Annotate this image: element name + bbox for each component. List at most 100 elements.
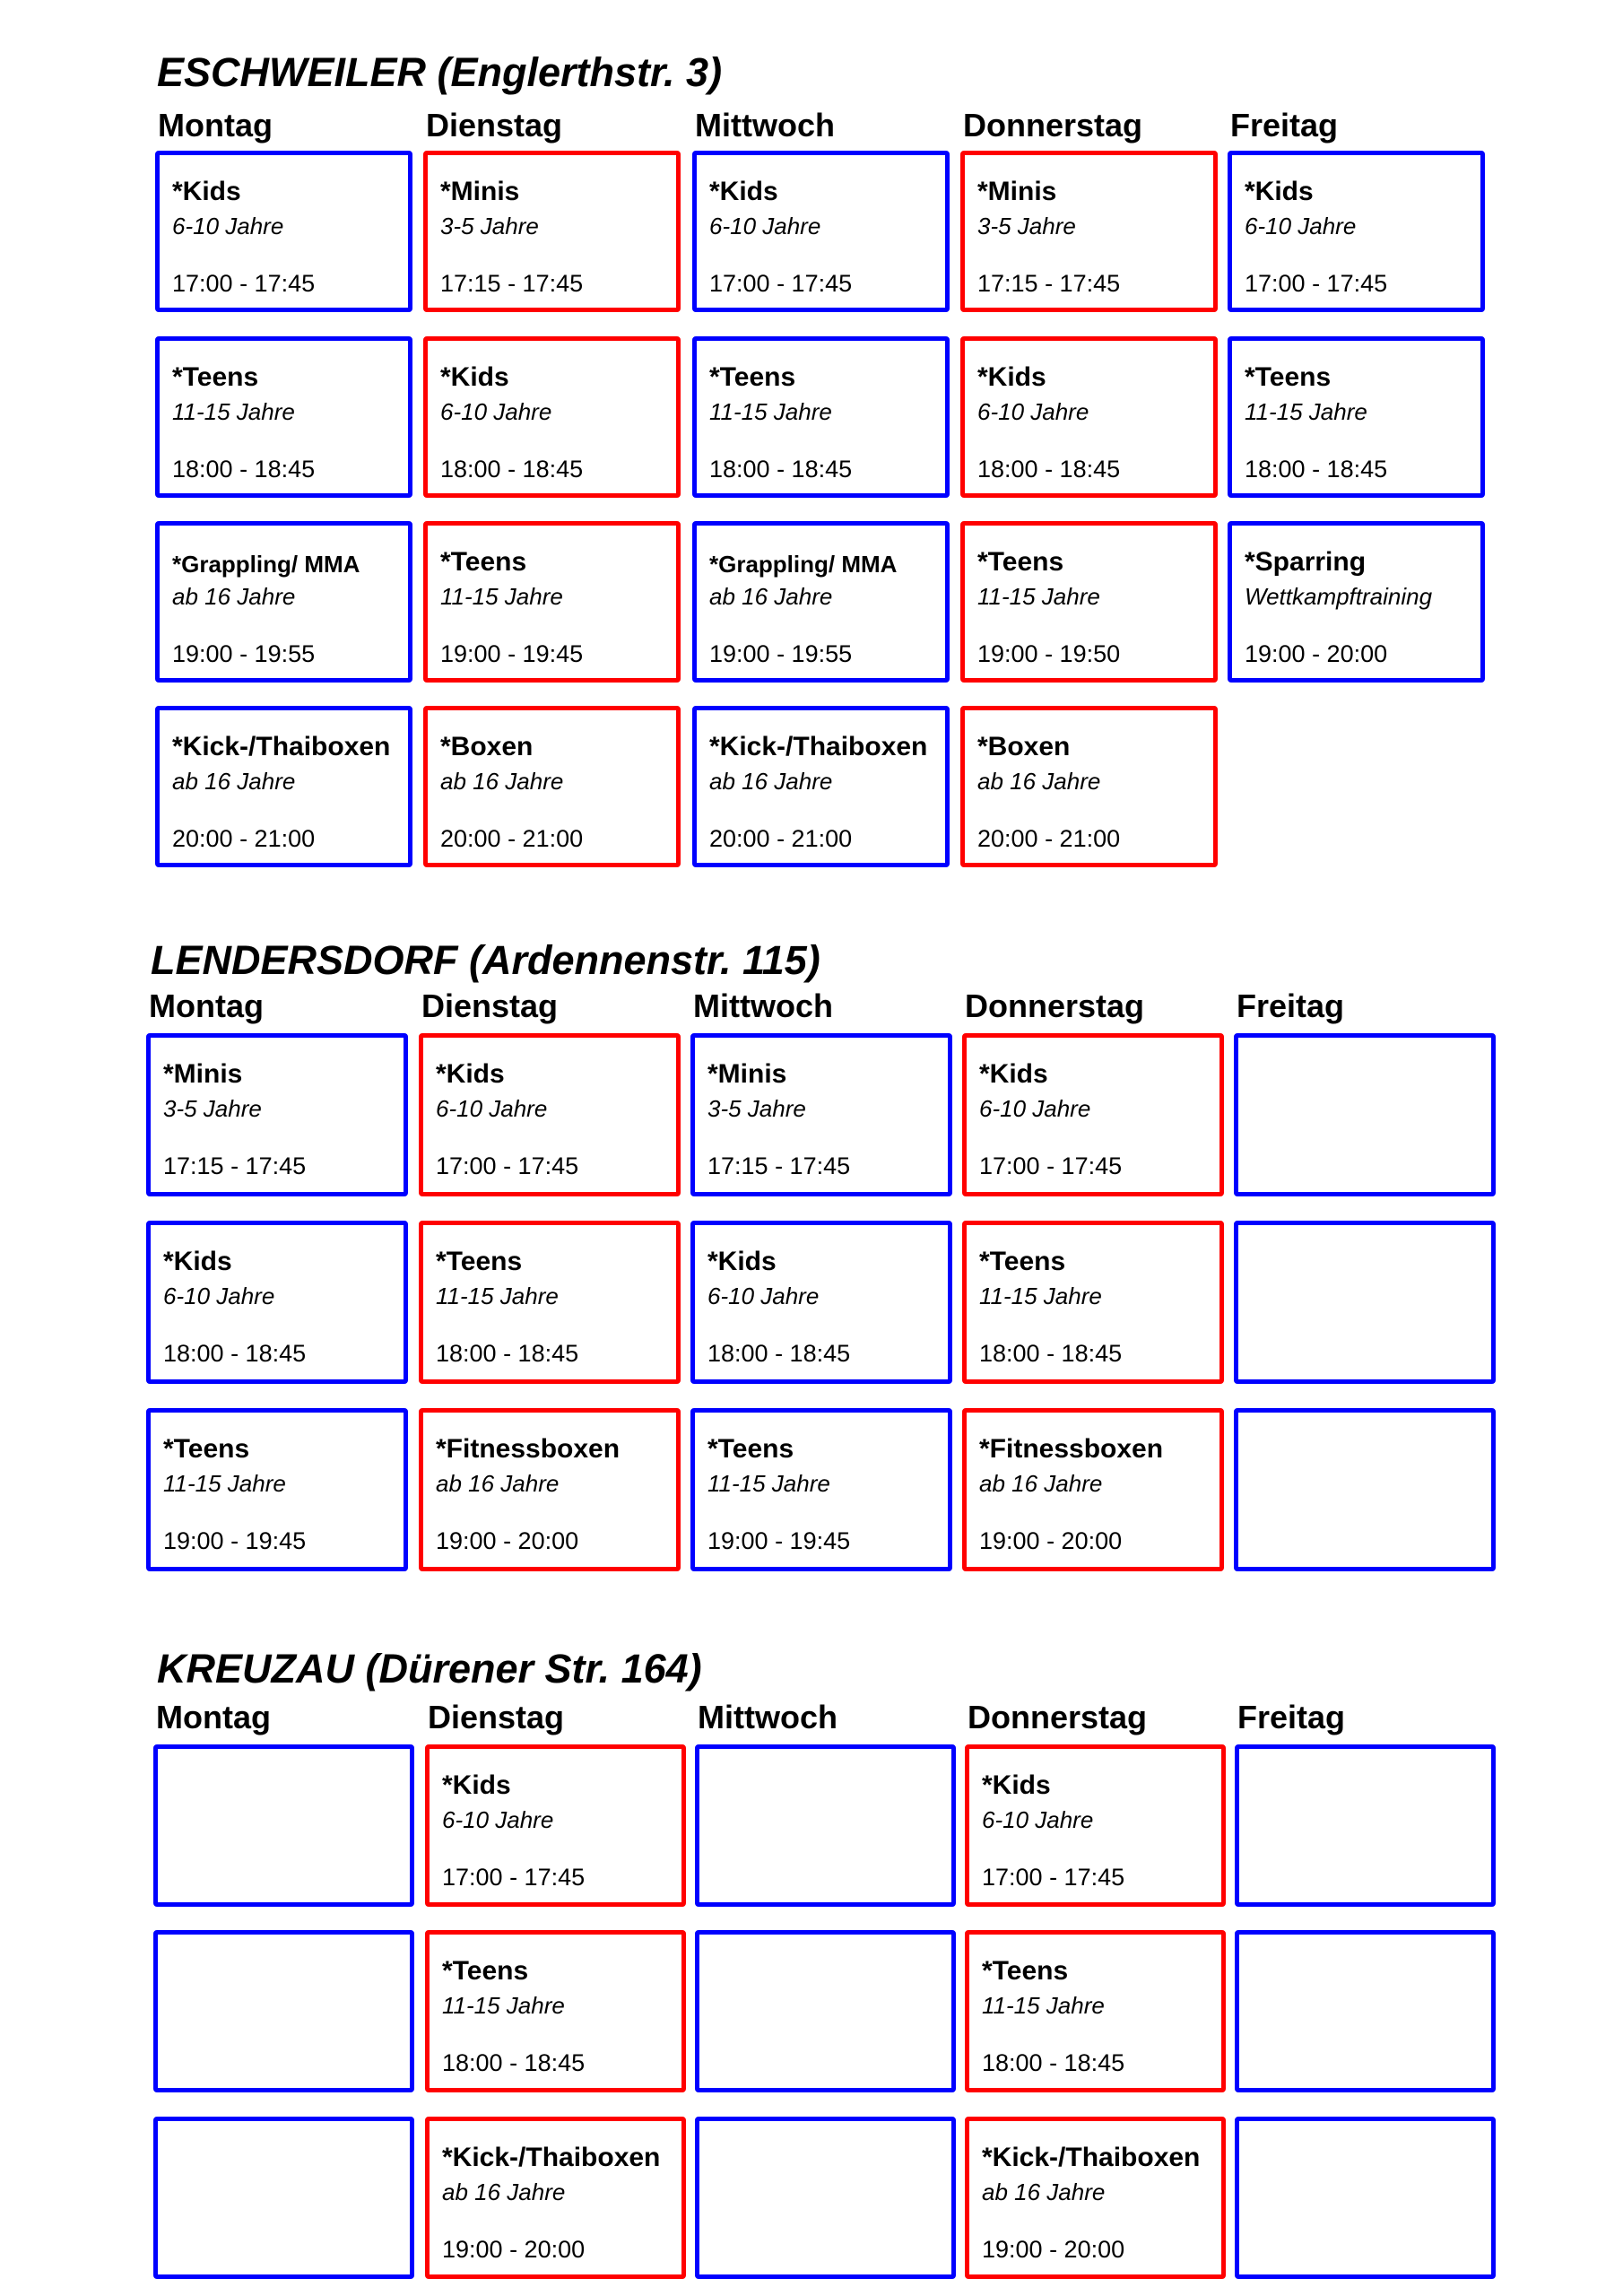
class-age: 6-10 Jahre [1245, 213, 1357, 239]
class-name: *Minis [440, 177, 520, 206]
class-slot: *Kids 6-10 Jahre 18:00 - 18:45 [960, 336, 1218, 498]
class-age: 3-5 Jahre [977, 213, 1076, 239]
class-time: 18:00 - 18:45 [982, 2049, 1125, 2076]
class-slot: *Teens 11-15 Jahre 18:00 - 18:45 [965, 1930, 1226, 2092]
class-slot: *Sparring Wettkampftraining 19:00 - 20:00 [1228, 521, 1485, 683]
class-time: 17:15 - 17:45 [440, 270, 584, 297]
class-age: 6-10 Jahre [707, 1283, 820, 1309]
class-age: 11-15 Jahre [979, 1283, 1102, 1309]
class-name: *Kids [440, 362, 509, 392]
class-slot: *Teens 11-15 Jahre 18:00 - 18:45 [692, 336, 950, 498]
class-time: 17:00 - 17:45 [979, 1152, 1123, 1179]
class-slot: *Kids 6-10 Jahre 18:00 - 18:45 [423, 336, 681, 498]
class-name: *Teens [979, 1247, 1066, 1276]
class-name: *Kick-/Thaiboxen [442, 2143, 661, 2172]
class-age: 11-15 Jahre [442, 1992, 565, 2019]
day-header: Montag [158, 107, 273, 144]
class-name: *Kids [982, 1770, 1051, 1800]
class-time: 18:00 - 18:45 [436, 1340, 579, 1367]
class-slot: *Teens 11-15 Jahre 19:00 - 19:45 [423, 521, 681, 683]
class-age: 11-15 Jahre [163, 1470, 286, 1497]
class-time: 19:00 - 19:55 [172, 640, 316, 667]
class-age: 11-15 Jahre [977, 583, 1100, 610]
class-time: 18:00 - 18:45 [440, 456, 584, 483]
day-header: Donnerstag [968, 1699, 1148, 1735]
class-time: 17:00 - 17:45 [1245, 270, 1388, 297]
class-name: *Teens [709, 362, 796, 392]
class-name: *Minis [977, 177, 1057, 206]
class-time: 18:00 - 18:45 [1245, 456, 1388, 483]
class-slot: *Boxen ab 16 Jahre 20:00 - 21:00 [960, 706, 1218, 867]
class-time: 17:15 - 17:45 [977, 270, 1121, 297]
class-name: *Kids [977, 362, 1046, 392]
class-time: 17:15 - 17:45 [707, 1152, 851, 1179]
class-age: 6-10 Jahre [163, 1283, 275, 1309]
class-age: 11-15 Jahre [440, 583, 563, 610]
class-slot: *Kids 6-10 Jahre 17:00 - 17:45 [419, 1033, 681, 1196]
class-age: 3-5 Jahre [163, 1095, 262, 1122]
class-age: 6-10 Jahre [709, 213, 821, 239]
empty-slot [1234, 1408, 1496, 1571]
class-age: 6-10 Jahre [977, 398, 1089, 425]
class-slot: *Kids 6-10 Jahre 18:00 - 18:45 [146, 1221, 408, 1384]
class-slot: *Teens 11-15 Jahre 19:00 - 19:45 [690, 1408, 952, 1571]
class-time: 17:00 - 17:45 [709, 270, 853, 297]
class-slot: *Fitnessboxen ab 16 Jahre 19:00 - 20:00 [419, 1408, 681, 1571]
class-time: 19:00 - 20:00 [982, 2236, 1125, 2263]
class-age: ab 16 Jahre [442, 2179, 566, 2205]
class-age: ab 16 Jahre [172, 583, 296, 610]
class-slot: *Kids 6-10 Jahre 17:00 - 17:45 [962, 1033, 1224, 1196]
class-slot: *Kick-/Thaiboxen ab 16 Jahre 19:00 - 20:00 [965, 2117, 1226, 2279]
class-age: ab 16 Jahre [979, 1470, 1103, 1497]
class-name: *Kick-/Thaiboxen [709, 732, 928, 761]
class-age: 11-15 Jahre [709, 398, 832, 425]
empty-slot [695, 1744, 956, 1907]
day-header: Montag [149, 987, 264, 1024]
day-header: Mittwoch [698, 1699, 838, 1735]
class-name: *Boxen [440, 732, 534, 761]
class-time: 19:00 - 19:50 [977, 640, 1121, 667]
class-time: 19:00 - 20:00 [442, 2236, 586, 2263]
class-name: *Teens [1245, 362, 1332, 392]
class-age: ab 16 Jahre [172, 768, 296, 795]
class-name: *Fitnessboxen [436, 1434, 621, 1464]
empty-slot [1235, 2117, 1496, 2279]
class-name: *Kids [172, 177, 241, 206]
day-header: Mittwoch [693, 987, 833, 1024]
class-name: *Teens [440, 547, 527, 577]
class-slot: *Minis 3-5 Jahre 17:15 - 17:45 [423, 151, 681, 312]
class-age: 11-15 Jahre [1245, 398, 1367, 425]
class-time: 19:00 - 19:45 [163, 1527, 307, 1554]
empty-slot [695, 2117, 956, 2279]
class-time: 18:00 - 18:45 [707, 1340, 851, 1367]
class-time: 18:00 - 18:45 [163, 1340, 307, 1367]
day-header: Freitag [1237, 1699, 1346, 1735]
class-slot: *Fitnessboxen ab 16 Jahre 19:00 - 20:00 [962, 1408, 1224, 1571]
class-time: 20:00 - 21:00 [709, 825, 853, 852]
day-header: Mittwoch [695, 107, 835, 144]
class-age: 6-10 Jahre [979, 1095, 1091, 1122]
class-slot: *Teens 11-15 Jahre 18:00 - 18:45 [962, 1221, 1224, 1384]
class-slot: *Kick-/Thaiboxen ab 16 Jahre 19:00 - 20:00 [425, 2117, 686, 2279]
class-age: ab 16 Jahre [709, 768, 833, 795]
class-slot: *Minis 3-5 Jahre 17:15 - 17:45 [960, 151, 1218, 312]
class-age: ab 16 Jahre [977, 768, 1101, 795]
class-age: ab 16 Jahre [982, 2179, 1106, 2205]
class-name: *Kids [707, 1247, 777, 1276]
empty-slot [1235, 1744, 1496, 1907]
class-slot: *Kids 6-10 Jahre 18:00 - 18:45 [690, 1221, 952, 1384]
class-time: 19:00 - 19:45 [707, 1527, 851, 1554]
class-time: 17:00 - 17:45 [436, 1152, 579, 1179]
class-time: 17:00 - 17:45 [172, 270, 316, 297]
class-time: 19:00 - 19:45 [440, 640, 584, 667]
class-age: 6-10 Jahre [982, 1806, 1094, 1833]
class-slot: *Kids 6-10 Jahre 17:00 - 17:45 [1228, 151, 1485, 312]
class-name: *Teens [436, 1247, 523, 1276]
empty-slot [153, 1930, 414, 2092]
class-name: *Grappling/ MMA [172, 551, 360, 578]
section-title: KREUZAU (Dürener Str. 164) [157, 1646, 702, 1692]
class-name: *Teens [982, 1956, 1069, 1986]
empty-slot [695, 1930, 956, 2092]
class-slot: *Teens 11-15 Jahre 18:00 - 18:45 [1228, 336, 1485, 498]
class-name: *Fitnessboxen [979, 1434, 1164, 1464]
